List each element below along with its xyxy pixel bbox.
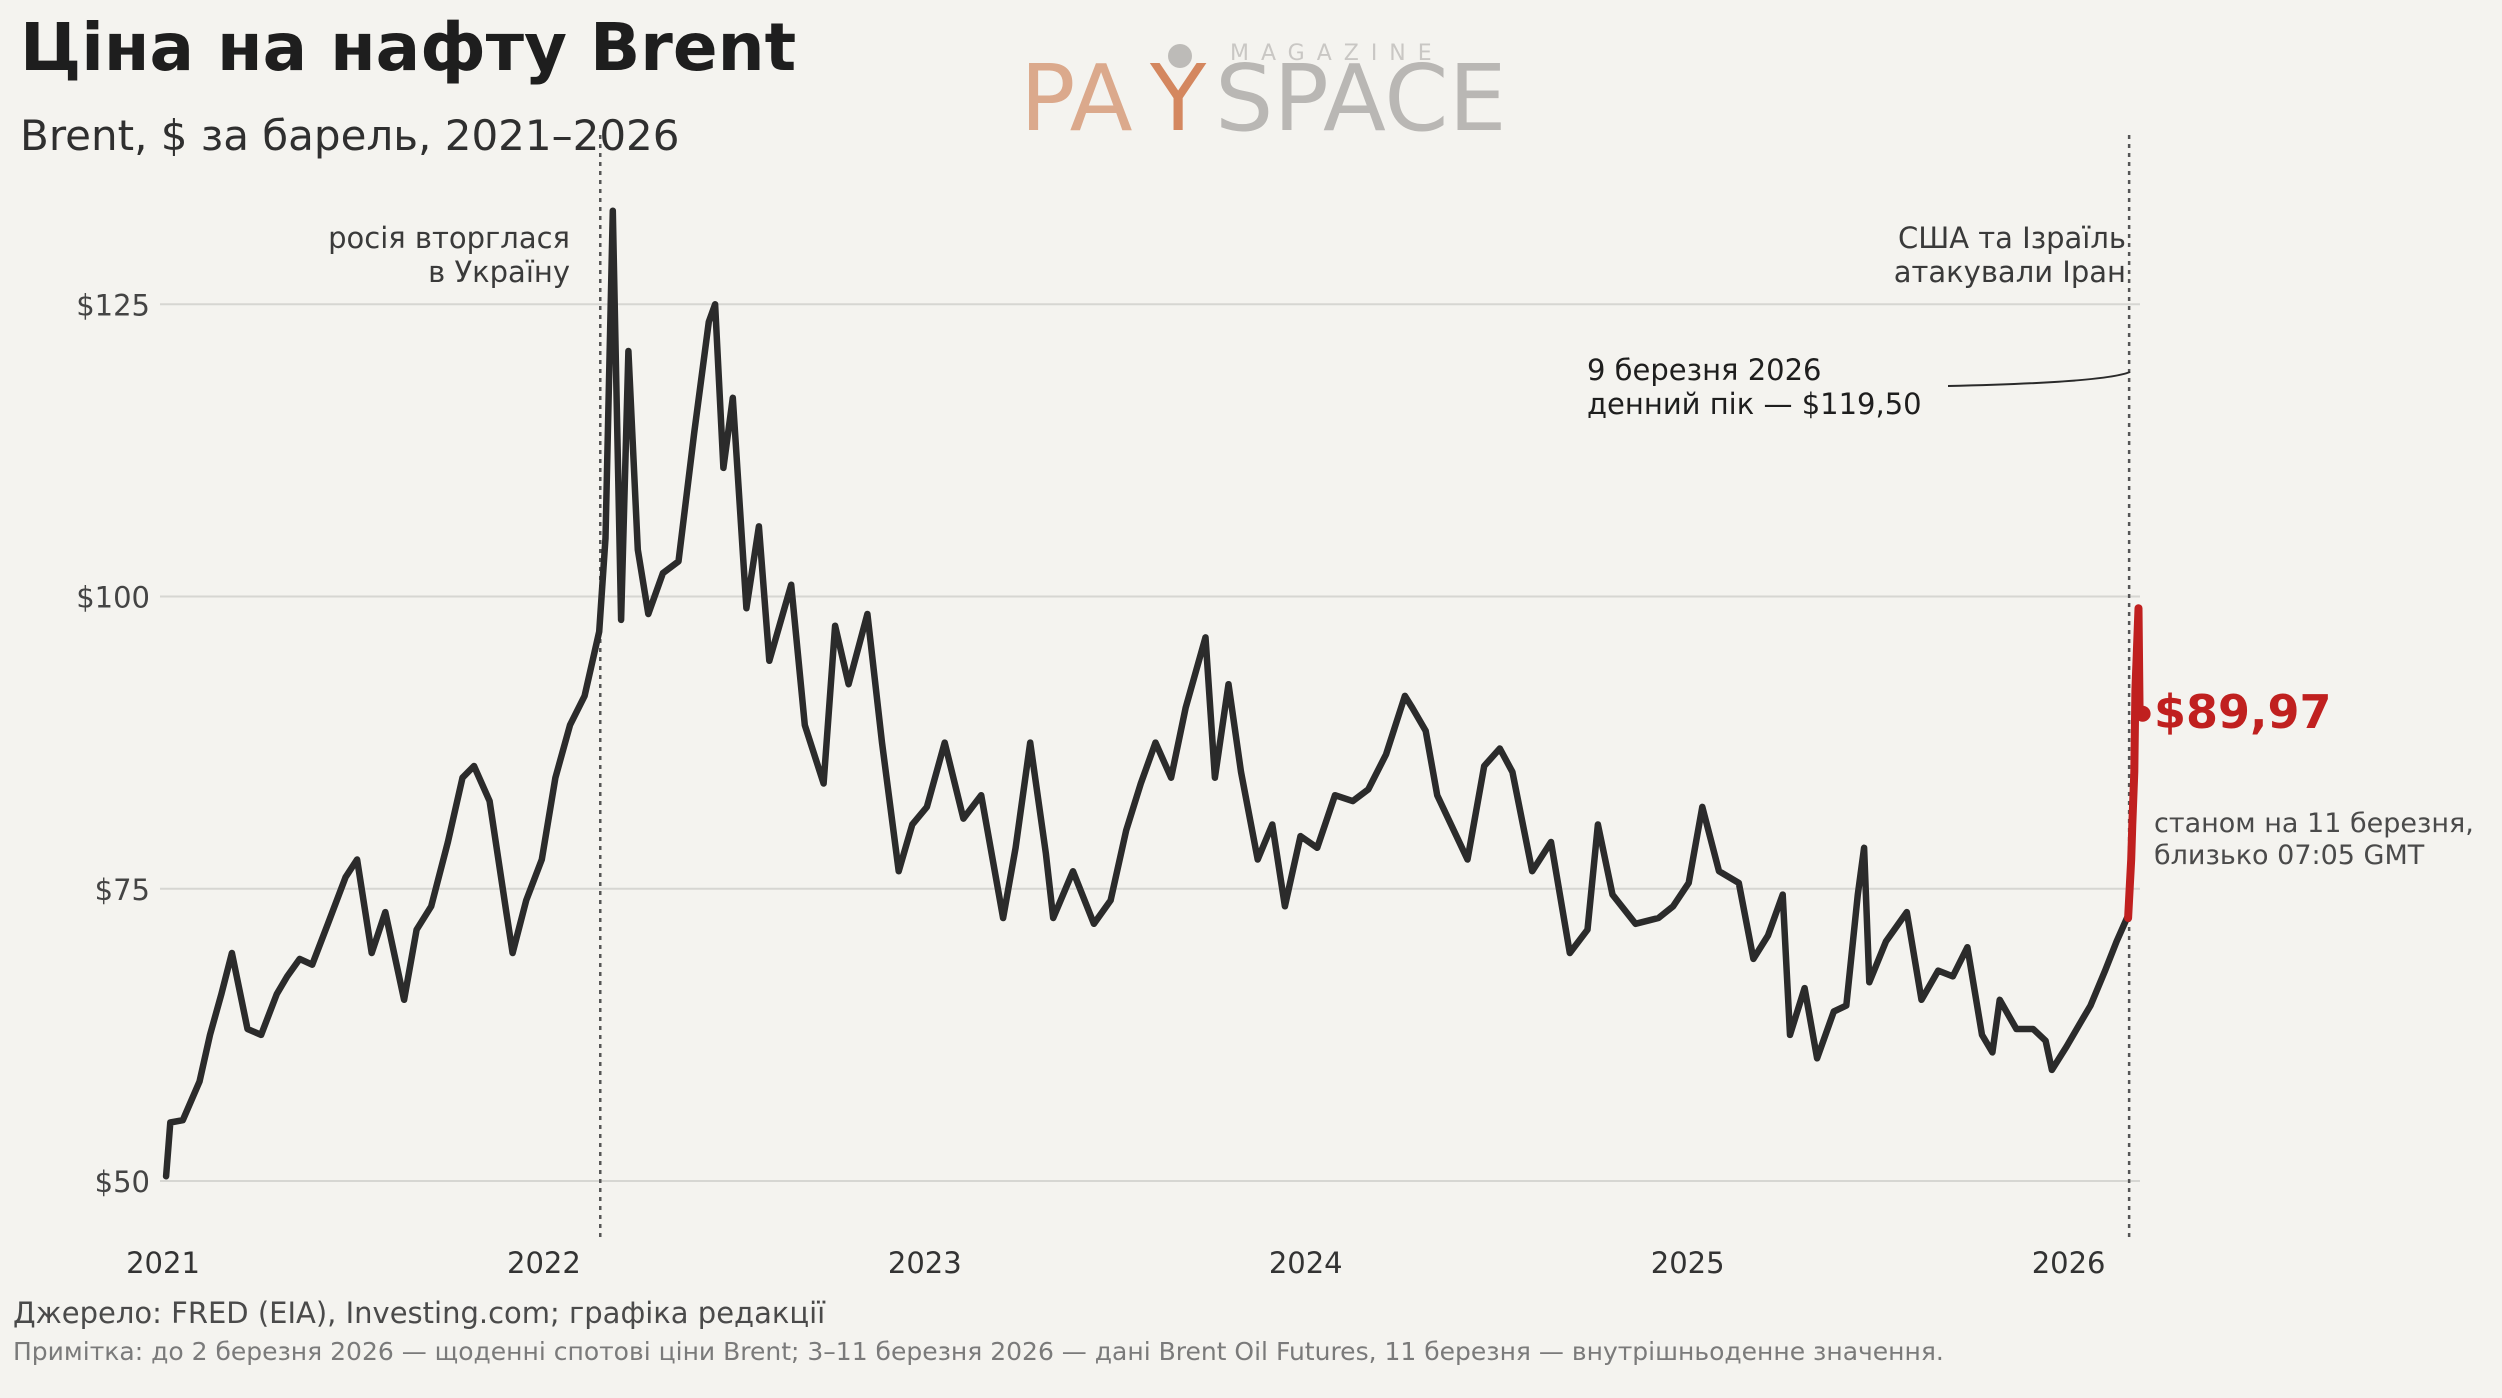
last-value-note: станом на 11 березня, близько 07:05 GMT [2154,808,2474,871]
iran-annotation: США та Ізраїль атакували Іран [1894,221,2126,289]
logo-main-left: PA [1020,45,1133,152]
y-tick-label: $125 [76,288,150,322]
payspace-logo: MAGAZINE PA Y SPACE [1020,41,1507,152]
series-line-recent [2124,604,2145,922]
x-tick-label: 2026 [2032,1246,2106,1280]
grid [160,303,2140,1182]
logo-y-glyph: Y [1149,45,1207,152]
series-line-historic [162,207,2131,1180]
iran-label-line1: США та Ізраїль [1898,221,2126,255]
last-value-marker [2134,705,2151,722]
peak-annotation: 9 березня 2026 денний пік — $119,50 [1587,353,2131,421]
y-axis: $50 $75 $100 $125 [76,288,150,1199]
last-note-line2: близько 07:05 GMT [2154,840,2425,871]
x-tick-label: 2025 [1651,1246,1725,1280]
last-value-label: $89,97 [2154,685,2332,739]
x-tick-label: 2021 [126,1246,200,1280]
y-tick-label: $50 [95,1165,150,1199]
x-tick-label: 2022 [507,1246,581,1280]
event-lines [599,135,2131,1240]
invasion-annotation: росія вторглася в Україну [328,221,570,289]
chart-subtitle: Brent, $ за барель, 2021–2026 [20,111,680,160]
note-text: Примітка: до 2 березня 2026 — щоденні сп… [13,1337,1944,1366]
chart-title: Ціна на нафту Brent [20,9,796,86]
invasion-label-line1: росія вторглася [328,221,570,255]
logo-dot [1168,44,1192,68]
source-text: Джерело: FRED (EIA), Investing.com; граф… [13,1296,826,1330]
iran-label-line2: атакували Іран [1894,255,2126,289]
last-note-line1: станом на 11 березня, [2154,808,2474,839]
y-tick-label: $75 [95,873,150,907]
x-axis: 2021 2022 2023 2024 2025 2026 [126,1246,2105,1280]
y-tick-label: $100 [76,581,150,615]
invasion-label-line2: в Україну [428,255,570,289]
peak-leader-line [1947,371,2131,387]
price-series [162,207,2151,1180]
logo-main-right: SPACE [1215,45,1507,152]
peak-label-line2: денний пік — $119,50 [1587,387,1922,421]
x-tick-label: 2024 [1269,1246,1343,1280]
peak-label-line1: 9 березня 2026 [1587,353,1822,387]
x-tick-label: 2023 [888,1246,962,1280]
logo-small-text: MAGAZINE [1230,41,1444,66]
